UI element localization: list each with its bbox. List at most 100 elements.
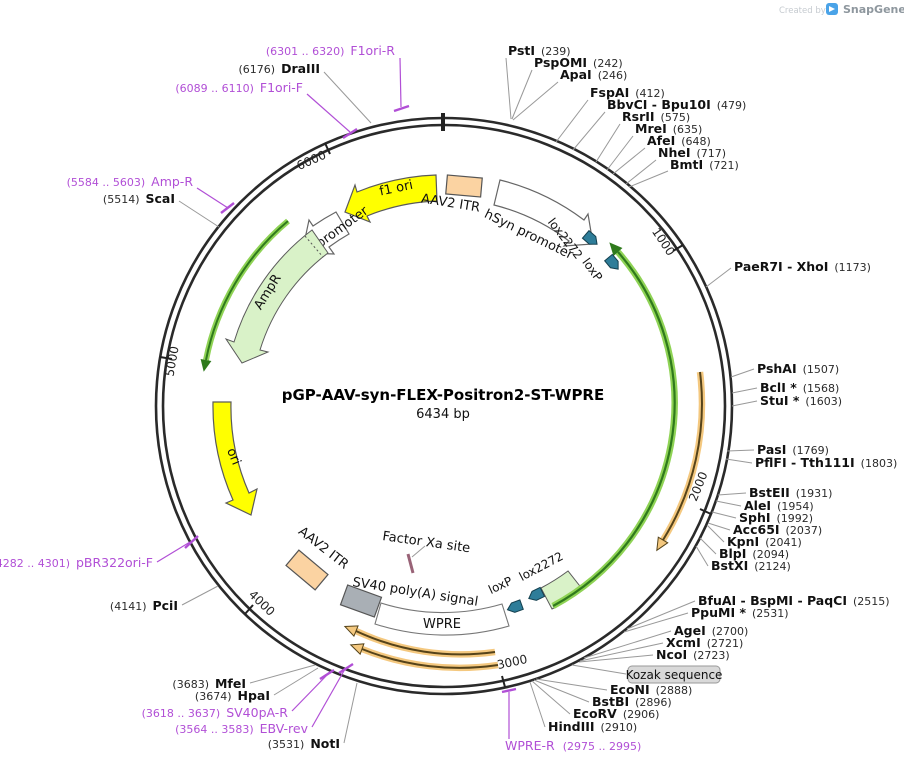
ampr-feature[interactable]: AmpR [198,218,329,373]
primer-labels[interactable]: WPRE-R (2975 .. 2995) (3564 .. 3583) EBV-r… [0,43,641,753]
plasmid-name: pGP-AAV-syn-FLEX-Positron2-ST-WPRE [282,386,604,404]
enzyme-label[interactable]: RsrII (575) [622,109,690,124]
kozak-box[interactable] [627,665,721,684]
sv40-polya-box[interactable] [339,584,383,618]
snapgene-watermark: Created by SnapGene [779,3,904,16]
tick-3000 [501,675,506,688]
tick-label-5000: 5000 [163,345,182,378]
green-arc-core [552,251,676,607]
enzyme-label[interactable]: PspOMI (242) [534,55,623,70]
aav2-itr-bottom-feature[interactable]: AAV2 ITR [285,524,351,591]
loxp-bottom-label[interactable]: loxP [486,574,514,597]
primer-label[interactable]: (6301 .. 6320) F1ori-R [266,43,395,58]
orange-arrowhead-bottom-outer [343,625,359,638]
lox2272-bottom-arrow[interactable] [527,586,546,603]
aav2-itr-top-box[interactable] [445,174,483,198]
primer-label[interactable]: WPRE-R (2975 .. 2995) [505,738,641,753]
wpre-feature[interactable]: WPRE [374,602,510,636]
tick-label-3000: 3000 [496,652,529,672]
orange-arc-bottom-outer-core [355,630,496,656]
tick-6000 [324,142,331,155]
enzyme-label[interactable]: (4141) PciI [110,598,178,613]
enzyme-label[interactable]: PshAI (1507) [757,361,839,376]
loxp-top-arrow[interactable] [603,253,622,272]
enzyme-label[interactable]: BstEII (1931) [749,485,832,500]
tick-2000 [699,508,712,515]
wpre-band[interactable] [374,602,510,636]
aav2-itr-bottom-box[interactable] [285,549,329,591]
ori-feature[interactable]: ori [212,401,258,516]
orange-arc-right-core [662,371,703,541]
primer-label[interactable]: (3564 .. 3583) EBV-rev [175,721,309,736]
enzyme-label[interactable]: AleI (1954) [744,498,814,513]
tick-1000 [672,244,684,252]
enzyme-label[interactable]: (3674) HpaI [195,688,270,703]
enzyme-label[interactable]: AfeI (648) [647,133,711,148]
enzyme-label[interactable]: Acc65I (2037) [733,522,822,537]
enzyme-label[interactable]: EcoNI (2888) [610,682,692,697]
factor-xa-label[interactable]: Factor Xa site [381,529,471,556]
enzyme-leader-lines [178,57,758,744]
orange-arrowhead-right [656,536,669,552]
enzyme-label[interactable]: HindIII (2910) [548,719,637,734]
primer-label[interactable]: (4282 .. 4301)pBR322ori-F [0,555,153,570]
snapgene-brand-text: SnapGene [843,3,904,16]
ori-arrow[interactable] [212,401,258,516]
kozak-leader [571,664,627,675]
enzyme-label[interactable]: ApaI (246) [560,67,627,82]
primer-label[interactable]: (6089 .. 6110) F1ori-F [175,80,303,95]
enzyme-label[interactable]: SphI (1992) [739,510,813,525]
enzyme-label[interactable]: FspAI (412) [590,85,665,100]
enzyme-label[interactable]: PpuMI * (2531) [691,605,789,620]
enzyme-label[interactable]: BstXI (2124) [711,558,791,573]
enzyme-label[interactable]: BclI * (1568) [760,380,839,395]
f1-ori-feature[interactable]: f1 ori [344,174,438,224]
orange-orf-arcs[interactable] [343,371,706,672]
created-by-text: Created by [779,6,826,16]
enzyme-label[interactable]: NcoI (2723) [656,647,730,662]
lox2272-top-arrow[interactable] [581,229,600,248]
enzyme-label[interactable]: (6176) DraIII [238,61,320,76]
enzyme-label[interactable]: PstI (239) [508,43,571,58]
loxp-bottom-arrow[interactable] [506,599,524,615]
enzyme-label[interactable]: StuI * (1603) [760,393,842,408]
plasmid-size: 6434 bp [416,407,470,422]
enzyme-label[interactable]: BlpI (2094) [719,546,789,561]
enzyme-labels-right[interactable]: PstI (239) PspOMI (242) ApaI (246) FspAI (41… [508,43,897,734]
enzyme-label[interactable]: (5514) ScaI [103,191,175,206]
ampr-arrowhead [200,358,212,372]
enzyme-label[interactable]: AgeI (2700) [674,623,748,638]
green-arrowhead [609,242,623,257]
enzyme-label[interactable]: XcmI (2721) [666,635,743,650]
enzyme-label[interactable]: BfuAI - BspMI - PaqCI (2515) [698,593,890,608]
enzyme-label[interactable]: MreI (635) [635,121,702,136]
positron2-reverse-cds-arc[interactable] [540,238,678,610]
enzyme-label[interactable]: BmtI (721) [670,157,739,172]
enzyme-label[interactable]: PasI (1769) [757,442,829,457]
enzyme-label[interactable]: BstBI (2896) [592,694,672,709]
snapgene-logo-glyph [829,6,835,12]
primer-label[interactable]: (5584 .. 5603) Amp-R [67,174,194,189]
enzyme-labels-left[interactable]: (3531) NotI (3674) HpaI (3683) MfeI (4141) P… [103,61,340,751]
enzyme-label[interactable]: NheI (717) [658,145,726,160]
primer-label[interactable]: (3618 .. 3637) SV40pA-R [142,705,289,720]
enzyme-label[interactable]: (3683) MfeI [172,676,246,691]
enzyme-label[interactable]: PaeR7I - XhoI (1173) [734,259,871,274]
loxp-top-label[interactable]: loxP [579,256,605,284]
orange-arc-bottom-inner-core [361,648,499,669]
f1-ori-arrow[interactable] [344,174,438,224]
enzyme-label[interactable]: PflFI - Tth111I (1803) [755,455,897,470]
ori-label[interactable]: ori [223,446,243,467]
factor-xa-mark[interactable] [406,553,415,574]
kozak-label[interactable]: Kozak sequence [626,668,723,682]
factor-xa-feature[interactable]: Factor Xa site [381,529,471,574]
kozak-feature[interactable]: Kozak sequence [571,664,723,684]
f1-ori-label[interactable]: f1 ori [378,178,414,200]
enzyme-label[interactable]: (3531) NotI [268,736,340,751]
ampr-band[interactable] [224,229,329,364]
enzyme-label[interactable]: EcoRV (2906) [573,706,659,721]
wpre-label[interactable]: WPRE [423,617,461,632]
enzyme-label[interactable]: BbvCI - Bpu10I (479) [607,97,746,112]
enzyme-label[interactable]: KpnI (2041) [727,534,802,549]
